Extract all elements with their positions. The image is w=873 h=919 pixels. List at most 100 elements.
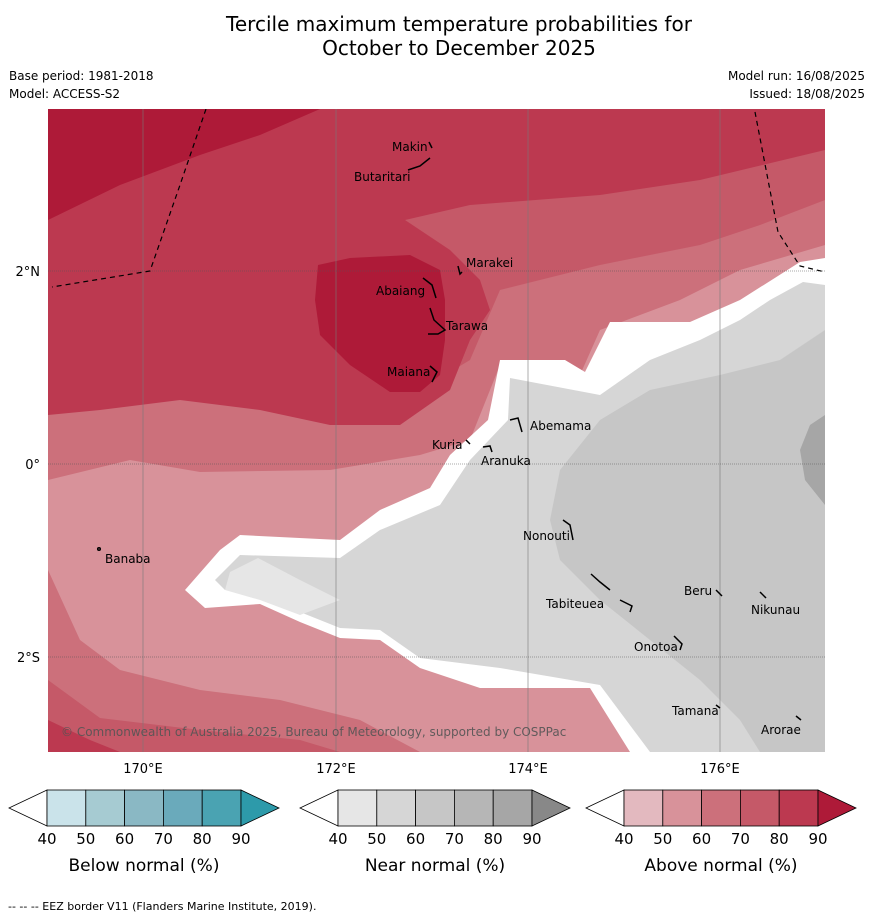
colorbar-extend-high: [240, 789, 280, 827]
island-butaritari: [407, 157, 431, 171]
island-nonouti: [562, 519, 574, 541]
colorbar-tick-label: 90: [522, 830, 541, 848]
y-tick-label: 2°N: [16, 265, 41, 280]
colorbar-tick-label: 40: [614, 830, 633, 848]
region-near-70-80: [800, 415, 825, 505]
colorbars: 40 50 60 70 80 90 Below normal (%) 40 50 60 70 80 90…: [8, 789, 857, 876]
colorbar-cell: [453, 789, 494, 827]
colorbar-tick-label: 40: [328, 830, 347, 848]
region-above-60-70-bottom: [48, 570, 420, 752]
map-title: Tercile maximum temperature probabilitie…: [0, 12, 873, 60]
colorbar-cell: [492, 789, 533, 827]
colorbar-extend-low: [8, 789, 48, 827]
region-near-40-50: [225, 558, 340, 615]
colorbar-near: 40 50 60 70 80 90 Near normal (%): [299, 789, 571, 876]
island-aranuka: [482, 445, 493, 453]
island-makin: [428, 141, 433, 149]
colorbar-tick-label: 70: [154, 830, 173, 848]
colorbar-label: Above normal (%): [644, 856, 797, 876]
island-banaba: [96, 546, 102, 552]
island-marakei: [457, 265, 463, 276]
region-above-90-patch: [315, 255, 445, 392]
island-tamana: [715, 704, 721, 709]
island-tarawa: [428, 307, 447, 335]
colorbar-cell: [662, 789, 702, 827]
x-axis: 170°E 172°E 174°E 176°E: [123, 762, 740, 777]
colorbar-cell: [778, 789, 819, 827]
colorbar-tick-label: 80: [193, 830, 212, 848]
colorbar-tick-label: 40: [37, 830, 56, 848]
island-abemama: [509, 417, 523, 433]
colorbar-cell: [124, 789, 164, 827]
colorbar-cell: [162, 789, 203, 827]
probability-map: Makin Butaritari Marakei Abaiang Tarawa …: [48, 109, 825, 752]
colorbar-tick-label: 80: [770, 830, 789, 848]
island-tabiteuea-north: [590, 573, 611, 591]
island-beru: [715, 589, 723, 597]
colorbar-cell: [201, 789, 242, 827]
region-above-90-top: [48, 109, 320, 220]
island-onotoa: [673, 635, 683, 651]
issued-date: Issued: 18/08/2025: [749, 87, 865, 101]
island-maiana: [429, 365, 438, 383]
colorbar-cell: [623, 789, 664, 827]
place-label: Makin: [392, 140, 428, 154]
islands: [96, 141, 802, 721]
colorbar-tick-label: 70: [445, 830, 464, 848]
meta-left: Base period: 1981-2018 Model: ACCESS-S2: [9, 68, 154, 104]
island-arorae: [795, 715, 802, 721]
colorbar-above: 40 50 60 70 80 90 Above normal (%): [585, 789, 857, 876]
colorbar-tick-label: 80: [484, 830, 503, 848]
colorbar-extend-low: [585, 789, 625, 827]
y-tick-label: 2°S: [17, 651, 40, 666]
model-run: Model run: 16/08/2025: [727, 69, 865, 83]
copyright-text: © Commonwealth of Australia 2025, Bureau…: [61, 725, 566, 739]
place-label: Abemama: [530, 419, 591, 433]
colorbar-tick-label: 50: [367, 830, 386, 848]
place-label: Beru: [684, 584, 712, 598]
colorbar-below: 40 50 60 70 80 90 Below normal (%): [8, 789, 280, 876]
y-axis: 2°N 0° 2°S: [16, 265, 41, 666]
eez-footnote: -- -- -- EEZ border V11 (Flanders Marine…: [8, 900, 317, 913]
colorbar-tick-label: 50: [76, 830, 95, 848]
place-label: Nonouti: [523, 529, 570, 543]
place-label: Abaiang: [376, 284, 425, 298]
colorbar-extend-low: [299, 789, 339, 827]
place-label: Aranuka: [481, 454, 531, 468]
island-nikunau: [759, 591, 767, 599]
place-label: Marakei: [466, 256, 513, 270]
island-tabiteuea-south: [619, 599, 633, 613]
meta-right: Model run: 16/08/2025 Issued: 18/08/2025: [728, 68, 865, 104]
place-label: Butaritari: [354, 170, 411, 184]
island-kuria: [465, 439, 471, 445]
model-name: Model: ACCESS-S2: [9, 87, 121, 101]
place-label: Onotoa: [634, 640, 678, 654]
colorbar-tick-label: 50: [653, 830, 672, 848]
region-above-70-80-bottom: [48, 680, 340, 752]
y-tick-label: 0°: [25, 458, 40, 473]
place-label: Maiana: [387, 365, 430, 379]
colorbar-cell: [415, 789, 455, 827]
title-line-1: Tercile maximum temperature probabilitie…: [226, 12, 692, 36]
colorbar-cell: [701, 789, 741, 827]
colorbar-cell: [337, 789, 378, 827]
colorbar-label: Near normal (%): [365, 856, 505, 876]
colorbar-tick-label: 90: [231, 830, 250, 848]
colorbar-tick-label: 60: [115, 830, 134, 848]
eez-borders: [51, 109, 825, 288]
colorbar-cell: [46, 789, 87, 827]
colorbar-tick-label: 60: [692, 830, 711, 848]
island-abaiang: [422, 277, 437, 299]
place-labels: Makin Butaritari Marakei Abaiang Tarawa …: [105, 140, 801, 737]
base-period: Base period: 1981-2018: [9, 69, 154, 83]
colorbar-cell: [740, 789, 780, 827]
region-above-80-90-outer: [48, 109, 825, 425]
place-label: Kuria: [432, 438, 463, 452]
x-tick-label: 174°E: [508, 762, 548, 777]
place-label: Nikunau: [751, 603, 800, 617]
colorbar-cell: [376, 789, 416, 827]
region-above-80-90-bottom: [48, 720, 120, 752]
x-tick-label: 170°E: [123, 762, 163, 777]
place-label: Banaba: [105, 552, 151, 566]
